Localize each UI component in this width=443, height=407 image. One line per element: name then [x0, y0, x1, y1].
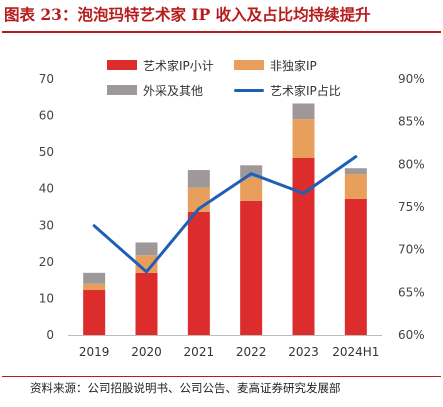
bar-artist-ip: [292, 157, 315, 335]
bar-artist-ip: [240, 200, 263, 335]
line-artist-ip-ratio: [92, 155, 358, 274]
left-axis-tick-label: 50: [39, 145, 54, 159]
legend-label-external: 外采及其他: [143, 83, 204, 98]
legend-swatch-exclusive-ip: [234, 60, 264, 70]
bar-artist-ip: [83, 290, 106, 335]
bar-artist-ip: [344, 198, 367, 335]
bar-exclusive-ip: [240, 177, 263, 201]
legend-label-artist-ip: 艺术家IP小计: [143, 58, 214, 73]
legend-swatch-artist-ip: [107, 60, 137, 70]
bar-external: [135, 242, 158, 256]
x-axis-tick-label: 2019: [79, 345, 110, 359]
bar-exclusive-ip: [83, 283, 106, 291]
right-axis-tick-label: 80%: [398, 157, 425, 171]
title-divider: [2, 31, 441, 33]
right-axis-tick-label: 65%: [398, 285, 425, 299]
left-axis-tick-label: 0: [46, 328, 54, 342]
right-axis-tick-label: 75%: [398, 200, 425, 214]
right-axis-tick-label: 60%: [398, 328, 425, 342]
legend-swatch-external: [107, 85, 137, 95]
x-axis-tick-label: 2023: [288, 345, 319, 359]
bar-external: [187, 170, 210, 188]
legend-item-exclusive-ip: 非独家IP: [234, 57, 317, 73]
bar-external: [83, 272, 106, 284]
x-axis-tick-label: 2022: [236, 345, 267, 359]
right-axis-tick-label: 90%: [398, 72, 425, 86]
x-axis-tick-label: 2024H1: [332, 345, 379, 359]
bar-artist-ip: [135, 272, 158, 335]
left-axis-tick-label: 60: [39, 109, 54, 123]
left-axis-tick-label: 20: [39, 255, 54, 269]
x-axis-tick-label: 2021: [184, 345, 215, 359]
left-axis-tick-label: 70: [39, 72, 54, 86]
legend-label-ratio: 艺术家IP占比: [270, 83, 341, 98]
bar-artist-ip: [187, 211, 210, 335]
source-divider: [2, 376, 441, 377]
source-note: 资料来源：公司招股说明书、公司公告、麦高证券研究发展部: [30, 381, 341, 395]
bar-external: [292, 103, 315, 120]
left-axis-tick-label: 40: [39, 182, 54, 196]
legend-item-ratio: 艺术家IP占比: [234, 82, 341, 98]
chart-title: 图表 23：泡泡玛特艺术家 IP 收入及占比均持续提升: [4, 5, 371, 24]
legend-item-external: 外采及其他: [107, 82, 203, 98]
left-axis-tick-label: 30: [39, 218, 54, 232]
left-axis-tick-label: 10: [39, 291, 54, 305]
bar-exclusive-ip: [292, 119, 315, 158]
x-axis-tick-label: 2020: [131, 345, 162, 359]
bar-external: [344, 168, 367, 175]
legend-line-ratio: [234, 88, 264, 92]
legend-label-exclusive-ip: 非独家IP: [270, 58, 317, 73]
bar-exclusive-ip: [344, 174, 367, 199]
legend-item-artist-ip: 艺术家IP小计: [107, 57, 214, 73]
right-axis-tick-label: 85%: [398, 115, 425, 129]
right-axis-tick-label: 70%: [398, 243, 425, 257]
